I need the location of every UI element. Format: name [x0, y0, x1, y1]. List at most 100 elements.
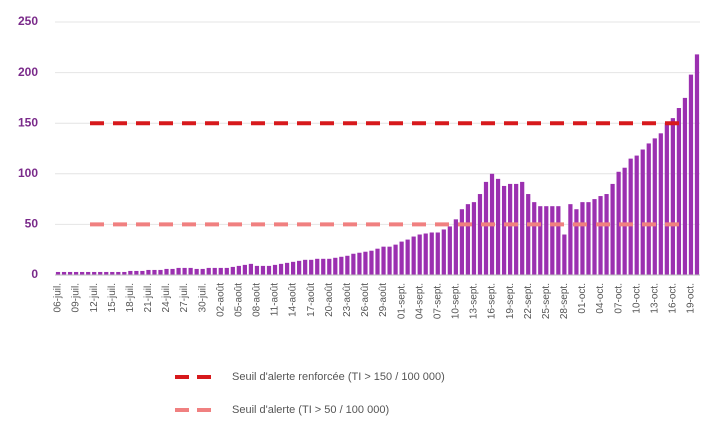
x-tick-label: 24-juil. — [161, 283, 172, 312]
bar — [134, 270, 139, 275]
bar — [514, 183, 519, 275]
bar — [266, 265, 272, 275]
x-tick-label: 23-août — [342, 283, 353, 317]
bar — [182, 267, 187, 275]
bar — [236, 265, 241, 275]
x-tick-label: 28-sept. — [559, 283, 570, 319]
x-tick-label: 16-sept. — [487, 283, 498, 319]
bar — [483, 181, 489, 275]
x-tick-label: 02-août — [215, 283, 226, 317]
x-tick-label: 05-août — [233, 283, 244, 317]
bar — [92, 271, 97, 275]
bar — [399, 241, 404, 275]
bar — [459, 209, 465, 275]
bar — [508, 183, 513, 275]
bar — [206, 267, 211, 275]
bar — [158, 269, 163, 275]
bar — [417, 234, 422, 275]
bar — [242, 264, 247, 275]
bar — [477, 194, 483, 275]
bar — [670, 118, 675, 275]
bar — [188, 267, 193, 275]
bar — [98, 271, 103, 275]
y-tick-label: 200 — [18, 65, 38, 79]
bar — [622, 167, 627, 275]
x-tick-label: 17-août — [306, 283, 317, 317]
x-tick-label: 14-août — [288, 283, 299, 317]
bar — [194, 268, 199, 275]
bar — [164, 268, 169, 275]
x-tick-label: 04-oct. — [595, 283, 606, 314]
x-tick-label: 06-juil. — [53, 283, 64, 312]
bar — [381, 246, 386, 275]
bar — [297, 260, 302, 275]
bar — [441, 229, 446, 275]
x-tick-label: 01-oct. — [577, 283, 588, 314]
bar — [580, 202, 585, 275]
bar — [284, 262, 290, 275]
bar — [676, 108, 682, 276]
x-tick-label: 13-oct. — [649, 283, 660, 314]
bar — [122, 271, 127, 275]
bar — [652, 138, 657, 275]
bar — [218, 267, 223, 275]
bar — [411, 236, 416, 275]
bar — [363, 251, 368, 275]
bar — [634, 155, 639, 275]
x-tick-label: 10-oct. — [631, 283, 642, 314]
bar — [598, 196, 603, 275]
bar — [339, 256, 344, 275]
bar — [290, 261, 296, 275]
bar — [309, 259, 314, 275]
bar — [73, 271, 79, 275]
x-tick-label: 10-sept. — [451, 283, 462, 319]
x-tick-label: 19-oct. — [686, 283, 697, 314]
bar — [128, 270, 133, 275]
bar — [628, 158, 633, 275]
bar — [550, 206, 555, 275]
bar — [357, 252, 362, 275]
bar — [423, 233, 428, 275]
bar — [321, 258, 326, 275]
bar — [393, 244, 398, 275]
bar — [526, 194, 531, 275]
bar — [471, 202, 477, 275]
bar — [303, 259, 308, 275]
bar — [212, 267, 217, 275]
y-tick-label: 150 — [18, 115, 38, 129]
x-tick-label: 20-août — [324, 283, 335, 317]
x-tick-label: 11-août — [270, 283, 281, 316]
bar — [80, 271, 85, 275]
bar — [604, 194, 609, 275]
bar — [465, 204, 471, 275]
x-tick-label: 30-juil. — [197, 283, 208, 312]
bar — [140, 270, 145, 275]
bar — [664, 123, 669, 275]
bar — [682, 97, 688, 276]
y-tick-label: 250 — [18, 14, 38, 28]
bar — [538, 206, 543, 275]
bar — [224, 267, 229, 275]
bar — [152, 269, 157, 275]
y-tick-label: 100 — [18, 166, 38, 180]
x-tick-label: 13-sept. — [469, 283, 480, 319]
bar — [688, 74, 694, 276]
bar — [610, 183, 615, 275]
x-tick-label: 25-sept. — [541, 283, 552, 319]
bar — [146, 269, 151, 275]
bar — [345, 255, 350, 275]
bar — [592, 199, 597, 275]
y-tick-label: 50 — [25, 217, 39, 231]
x-tick-label: 12-juil. — [89, 283, 100, 312]
bar — [104, 271, 109, 275]
bar — [176, 267, 181, 275]
x-tick-label: 29-août — [378, 283, 389, 317]
bar — [315, 258, 320, 275]
x-tick-label: 19-sept. — [505, 283, 516, 319]
y-tick-label: 0 — [31, 267, 38, 281]
x-tick-label: 15-juil. — [107, 283, 118, 312]
bar — [501, 185, 507, 275]
x-tick-label: 22-sept. — [523, 283, 534, 319]
legend-label: Seuil d'alerte (TI > 50 / 100 000) — [232, 404, 389, 416]
